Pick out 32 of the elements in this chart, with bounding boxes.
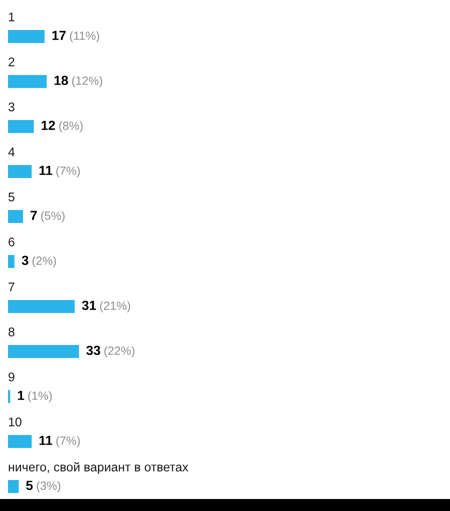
data-label: 12 (8%) — [42, 120, 83, 132]
bar — [8, 120, 34, 133]
y-tick-label: 5 — [8, 192, 14, 202]
y-tick-label: 4 — [8, 148, 15, 156]
bar — [8, 210, 24, 223]
bar — [8, 345, 79, 358]
data-label: 11 (7%) — [40, 436, 80, 448]
y-tick-label: 10 — [8, 418, 22, 426]
y-tick-label: 8 — [8, 328, 14, 336]
data-label: 5 (3%) — [26, 480, 60, 492]
y-tick-label: 1 — [8, 12, 14, 22]
bar — [8, 75, 47, 88]
y-tick-label: 9 — [8, 372, 14, 382]
data-label: 18 (12%) — [54, 76, 102, 88]
y-tick-label: 3 — [8, 102, 14, 112]
y-tick-label: ничего, свой вариант в ответах — [8, 462, 188, 474]
data-label: 3 (2%) — [22, 256, 56, 268]
bar — [8, 435, 32, 448]
data-label: 1 (1%) — [18, 390, 52, 402]
y-tick-label: 7 — [8, 282, 14, 292]
data-label: 7 (5%) — [30, 210, 65, 222]
bar — [8, 30, 45, 43]
bar — [8, 165, 32, 178]
y-tick-label: 2 — [8, 58, 14, 66]
data-label: 31 (21%) — [82, 300, 130, 312]
data-label: 33 (22%) — [86, 346, 134, 358]
y-tick-label: 6 — [8, 238, 14, 246]
bar — [8, 300, 75, 313]
bar — [8, 255, 14, 268]
bar — [8, 480, 19, 493]
data-label: 17 (11%) — [52, 30, 100, 42]
data-label: 11 (7%) — [40, 166, 80, 178]
